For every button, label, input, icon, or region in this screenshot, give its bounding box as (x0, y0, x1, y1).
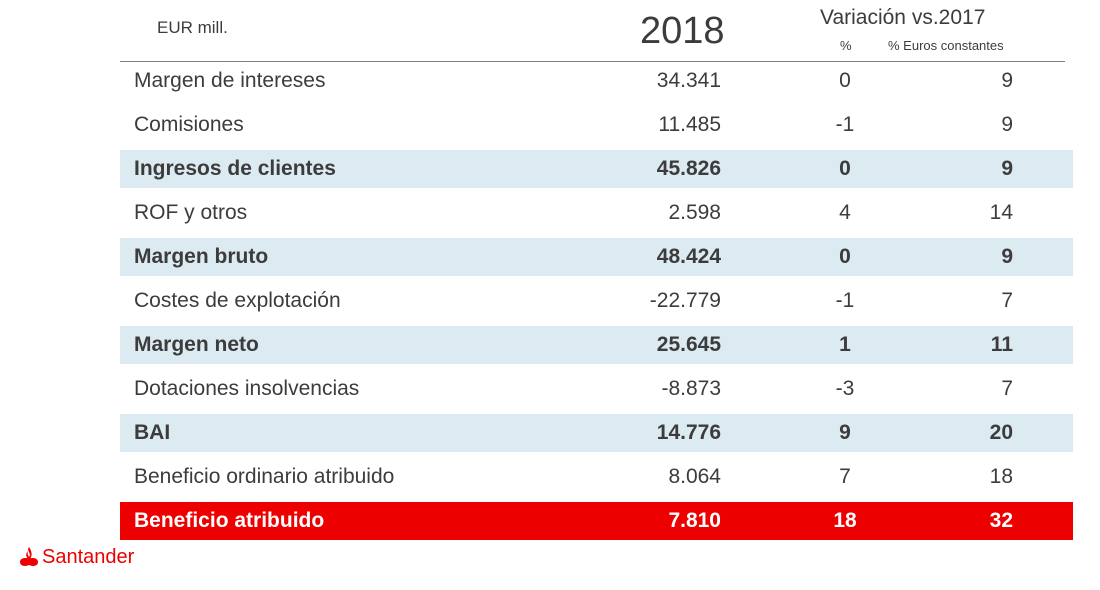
year-header: 2018 (640, 10, 725, 52)
variation-constant-euros: 20 (989, 421, 1013, 444)
variation-header: Variación vs.2017 (820, 6, 986, 29)
variation-pct: 0 (839, 69, 851, 92)
row-background (120, 150, 1073, 188)
table-row: Margen neto 25.645 1 11 (120, 320, 1073, 364)
table-row: Ingresos de clientes 45.826 0 9 (120, 144, 1073, 188)
row-label: Dotaciones insolvencias (134, 377, 360, 400)
table-row: Beneficio ordinario atribuido 8.064 7 18 (120, 452, 1073, 496)
variation-constant-euros: 18 (989, 465, 1013, 488)
table-row: ROF y otros 2.598 4 14 (120, 188, 1073, 232)
brand-name: Santander (42, 545, 135, 568)
variation-pct: 18 (833, 509, 857, 532)
flame-icon (20, 547, 38, 566)
value-2018: 2.598 (668, 201, 721, 224)
row-background (120, 502, 1073, 540)
row-background (120, 194, 1073, 232)
variation-constant-euros: 7 (1001, 377, 1013, 400)
variation-pct: -1 (835, 113, 855, 136)
value-2018: 34.341 (656, 69, 721, 92)
value-2018: 14.776 (656, 421, 721, 444)
variation-pct: 4 (839, 201, 851, 224)
variation-constant-euros: 9 (1001, 113, 1013, 136)
table-row: Margen de intereses 34.341 0 9 (120, 56, 1073, 100)
row-background (120, 414, 1073, 452)
row-label: Beneficio ordinario atribuido (134, 465, 395, 488)
value-2018: 45.826 (656, 157, 721, 180)
variation-pct: -1 (835, 289, 855, 312)
header-divider (120, 61, 1065, 62)
variation-constant-euros: 9 (1001, 157, 1013, 180)
row-label: Comisiones (134, 113, 244, 136)
row-label: Ingresos de clientes (134, 157, 336, 180)
row-label: Margen de intereses (134, 69, 326, 92)
variation-constant-euros: 7 (1001, 289, 1013, 312)
row-label: ROF y otros (134, 201, 248, 224)
table-row: Costes de explotación -22.779 -1 7 (120, 276, 1073, 320)
variation-pct: -3 (835, 377, 855, 400)
santander-logo: Santander (18, 545, 134, 569)
value-2018: 8.064 (668, 465, 721, 488)
variation-constant-euros: 14 (989, 201, 1013, 224)
table-row: Comisiones 11.485 -1 9 (120, 100, 1073, 144)
table-row: Margen bruto 48.424 0 9 (120, 232, 1073, 276)
row-label: Beneficio atribuido (134, 509, 325, 532)
row-label: Costes de explotación (134, 289, 341, 312)
value-2018: 48.424 (656, 245, 721, 268)
total-row: Beneficio atribuido 7.810 18 32 (120, 496, 1073, 540)
value-2018: -8.873 (661, 377, 721, 400)
variation-pct: 1 (839, 333, 851, 356)
row-label: BAI (134, 421, 171, 444)
value-2018: 7.810 (668, 509, 721, 532)
variation-pct: 0 (839, 157, 851, 180)
value-2018: -22.779 (649, 289, 721, 312)
row-label: Margen bruto (134, 245, 269, 268)
variation-pct: 7 (839, 465, 851, 488)
variation-constant-euros: 9 (1001, 69, 1013, 92)
variation-constant-euros: 11 (990, 333, 1013, 356)
table-row: Dotaciones insolvencias -8.873 -3 7 (120, 364, 1073, 408)
variation-pct: 9 (839, 421, 851, 444)
variation-constant-euros: 32 (989, 509, 1013, 532)
row-background (120, 326, 1073, 364)
row-background (120, 106, 1073, 144)
value-2018: 25.645 (656, 333, 721, 356)
results-table: Margen de intereses 34.341 0 9 Comisiones 11.… (120, 56, 1073, 540)
constant-euros-subheader: % Euros constantes (888, 38, 1004, 53)
unit-label: EUR mill. (157, 18, 228, 37)
row-label: Margen neto (134, 333, 259, 356)
variation-constant-euros: 9 (1001, 245, 1013, 268)
variation-pct: 0 (839, 245, 851, 268)
row-background (120, 238, 1073, 276)
value-2018: 11.485 (658, 113, 721, 136)
table-row: BAI 14.776 9 20 (120, 408, 1073, 452)
pct-subheader: % (840, 38, 852, 53)
